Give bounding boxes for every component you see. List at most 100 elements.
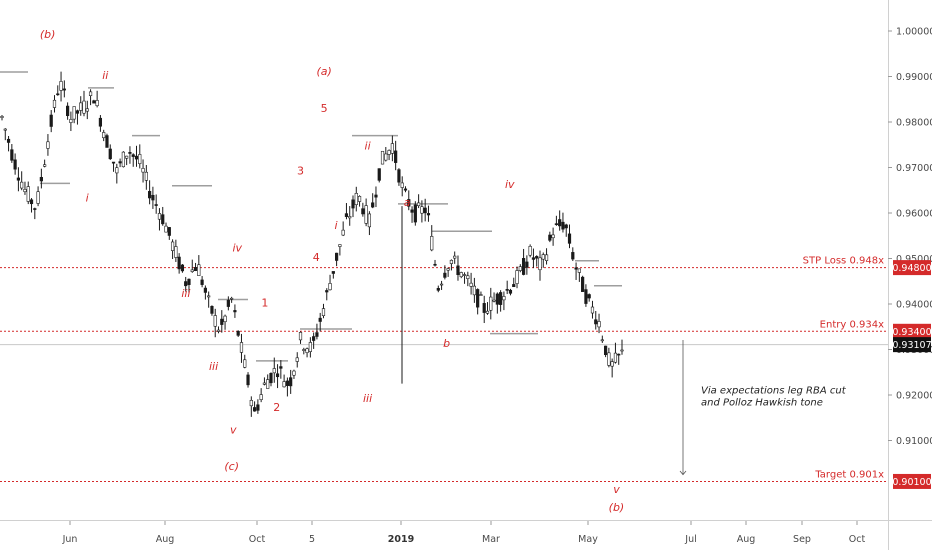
candle-body xyxy=(203,287,207,293)
candle-body xyxy=(489,296,493,311)
candle-body xyxy=(289,377,293,387)
price-tags: 0.94800 0.93400 0.90100 0.93107 xyxy=(892,260,932,489)
candle-body xyxy=(499,292,503,305)
candle-body xyxy=(26,186,30,202)
candle-body xyxy=(207,295,211,298)
candle-body xyxy=(518,266,522,271)
candle-body xyxy=(538,257,542,271)
candle-body xyxy=(226,299,230,307)
candle-body xyxy=(380,150,385,165)
wave-label: v xyxy=(613,483,620,496)
candle-body xyxy=(266,379,270,389)
candle-body xyxy=(581,276,585,292)
candle-body xyxy=(482,303,486,313)
candles xyxy=(0,71,624,417)
candle-body xyxy=(377,168,381,181)
candle-body xyxy=(243,359,247,368)
candle-body xyxy=(236,330,240,336)
candle-body xyxy=(351,199,355,209)
level-label: STP Loss 0.948x xyxy=(803,256,884,267)
candle-body xyxy=(252,407,257,412)
candle-body xyxy=(492,299,496,302)
y-tick-label: 1.00000 xyxy=(896,27,932,38)
x-tick-label: 2019 xyxy=(388,534,414,545)
candle-body xyxy=(262,382,267,385)
wave-label: 3 xyxy=(297,164,304,177)
candle-body xyxy=(105,135,109,148)
candle-body xyxy=(531,257,536,260)
x-tick-label: Aug xyxy=(156,534,175,545)
candle-body xyxy=(98,117,103,127)
candle-body xyxy=(148,191,152,199)
y-tick-label: 0.96000 xyxy=(896,209,932,220)
y-tick-label: 0.97000 xyxy=(896,163,932,174)
candle-body xyxy=(193,267,198,271)
candle-body xyxy=(426,213,431,216)
candle-body xyxy=(161,214,165,225)
candle-body xyxy=(548,234,552,241)
level-label: Target 0.901x xyxy=(814,469,884,480)
candle-body xyxy=(72,106,76,120)
y-tick-label: 0.94000 xyxy=(896,300,932,311)
candle-body xyxy=(508,289,513,294)
candle-body xyxy=(321,308,326,317)
candle-body xyxy=(603,345,608,356)
candle-body xyxy=(574,267,578,270)
candle-body xyxy=(590,306,595,314)
note-line: and Polloz Hawkish tone xyxy=(701,398,823,409)
candle-body xyxy=(407,199,411,207)
price-axis[interactable]: 1.00000 0.99000 0.98000 0.97000 0.96000 0.950… xyxy=(888,27,932,448)
candle-body xyxy=(567,233,572,244)
candle-body xyxy=(131,154,135,157)
candle-body xyxy=(220,318,224,325)
candle-body xyxy=(249,399,253,407)
wave-label: (a) xyxy=(316,65,331,78)
candle-body xyxy=(312,336,316,341)
x-tick-label: Oct xyxy=(249,534,266,545)
candle-body xyxy=(167,227,171,236)
candle-body xyxy=(476,289,480,308)
candle-body xyxy=(275,373,280,378)
candle-body xyxy=(364,205,368,224)
candle-body xyxy=(439,283,444,286)
candle-body xyxy=(134,155,139,160)
note-line: Via expectations leg RBA cut xyxy=(701,386,847,397)
candle-body xyxy=(413,204,417,223)
candle-body xyxy=(505,289,509,291)
candle-body xyxy=(92,100,96,104)
candle-body xyxy=(184,281,188,287)
candle-body xyxy=(69,119,73,123)
candle-body xyxy=(46,141,50,149)
level-lines: STP Loss 0.948x Entry 0.934x Target 0.901x xyxy=(0,256,888,482)
candle-body xyxy=(525,261,529,268)
candle-body xyxy=(397,169,401,183)
candle-body xyxy=(544,254,549,261)
candle-body xyxy=(20,181,24,189)
candle-body xyxy=(246,374,250,386)
candle-body xyxy=(394,150,398,163)
candle-body xyxy=(10,149,14,161)
candle-body xyxy=(554,223,558,225)
candle-body xyxy=(170,241,175,251)
candle-body xyxy=(420,206,424,214)
wave-label: (c) xyxy=(224,460,239,473)
candle-body xyxy=(613,352,618,363)
candle-body xyxy=(403,188,408,191)
candle-body xyxy=(462,274,467,276)
wave-label: i xyxy=(334,219,337,232)
level-price-tag xyxy=(893,473,931,489)
candle-body xyxy=(187,278,191,285)
candle-body xyxy=(125,155,129,159)
wave-label: iii xyxy=(209,360,218,373)
candle-body xyxy=(33,208,37,210)
x-tick-label: Oct xyxy=(849,534,866,545)
candle-body xyxy=(577,268,581,273)
time-axis[interactable]: Jun Aug Oct 5 2019 Mar May Jul Aug Sep Oct xyxy=(62,521,866,545)
candle-body xyxy=(410,209,414,213)
candle-body xyxy=(495,293,499,305)
projection-arrow xyxy=(679,339,687,476)
candle-body xyxy=(357,196,362,202)
candle-body xyxy=(115,167,119,174)
